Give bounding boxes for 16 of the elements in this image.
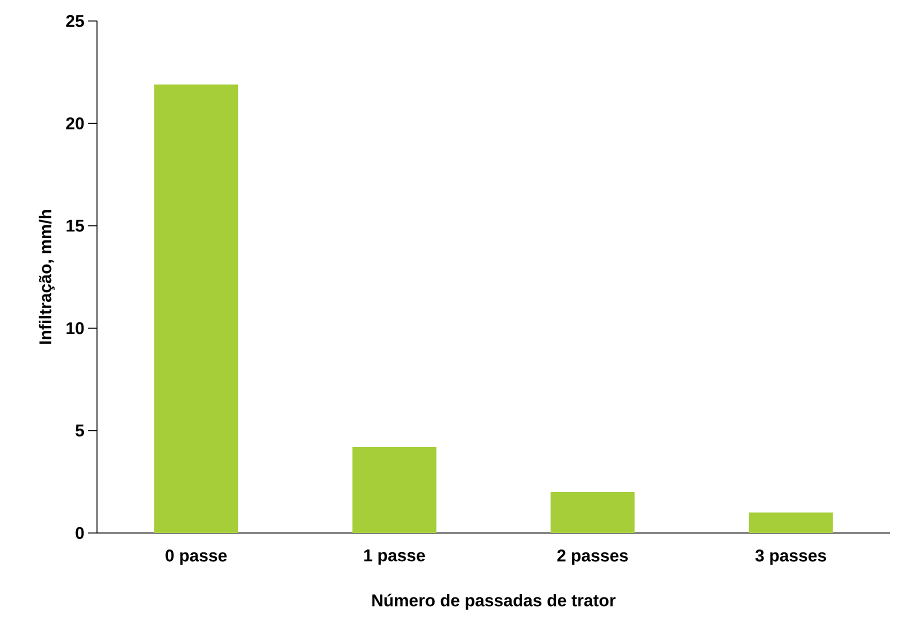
bar xyxy=(154,84,238,533)
bar xyxy=(352,446,436,533)
y-tick-label: 25 xyxy=(66,14,84,28)
y-tick-label: 20 xyxy=(66,117,84,130)
y-tick-label: 10 xyxy=(66,322,84,334)
x-tick-label: 1 passe xyxy=(364,550,425,565)
y-tick-label: 5 xyxy=(76,424,84,437)
y-axis-title: Infiltração, mm/h xyxy=(38,210,55,344)
y-tick-label: 0 xyxy=(76,526,84,540)
x-tick-label: 0 passe xyxy=(166,550,227,565)
bar xyxy=(748,512,833,533)
bar xyxy=(550,492,635,533)
x-tick-label: 2 passes xyxy=(557,550,628,565)
y-tick-label: 15 xyxy=(66,220,84,232)
x-axis-title: Número de passadas de trator xyxy=(372,594,616,610)
x-tick-label: 3 passes xyxy=(755,550,826,565)
